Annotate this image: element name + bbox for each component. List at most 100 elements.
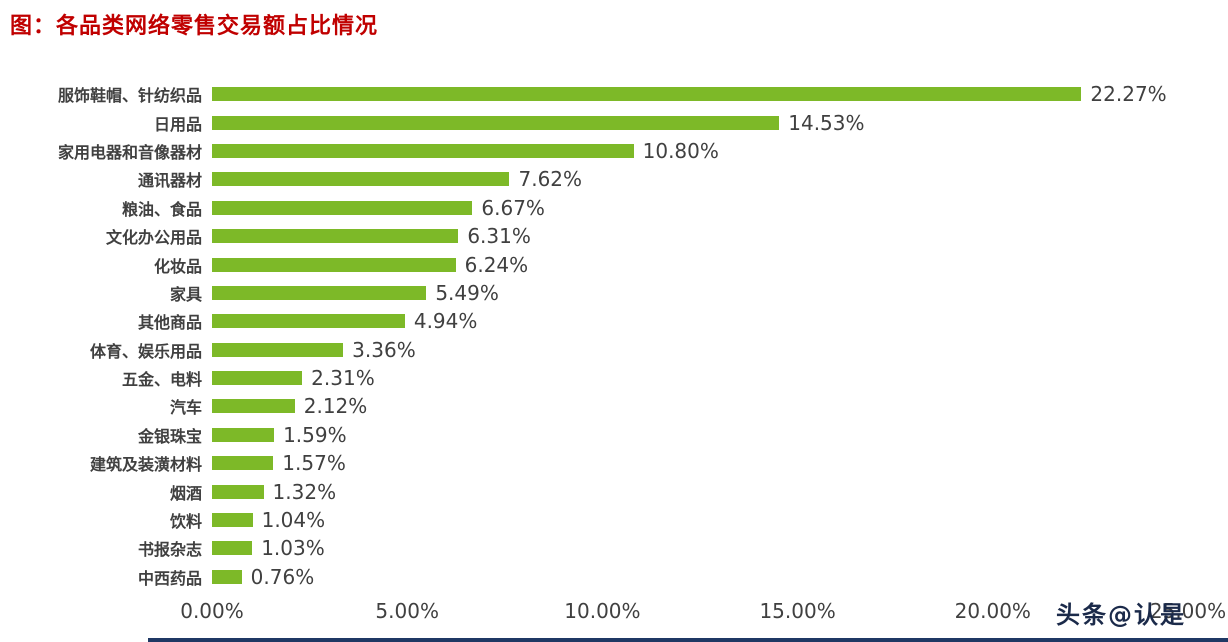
value-label: 1.59% <box>283 422 347 447</box>
bar-chart: 服饰鞋帽、针纺织品 22.27% 日用品 14.53% 家用电器和音像器材 10.80% 通… <box>0 80 1228 591</box>
value-label: 1.03% <box>261 536 325 561</box>
value-label: 1.57% <box>282 451 346 476</box>
value-label: 7.62% <box>518 167 583 192</box>
value-label: 4.94% <box>413 309 478 334</box>
bar-row: 粮油、食品 6.67% <box>0 194 1228 222</box>
category-label: 体育、娱乐用品 <box>89 341 202 361</box>
bar <box>212 342 344 357</box>
x-axis: 0.00% 5.00% 10.00% 15.00% 20.00% 25.00% <box>0 595 1228 627</box>
bar-track: 5.49% <box>212 279 1188 307</box>
bar <box>212 371 303 386</box>
bar-row: 烟酒 1.32% <box>0 477 1228 505</box>
bar-row: 汽车 2.12% <box>0 392 1228 420</box>
bar <box>212 456 274 471</box>
bottom-axis-line <box>148 638 1228 642</box>
value-label: 1.04% <box>261 508 326 533</box>
bar <box>212 484 264 499</box>
bar-track: 14.53% <box>212 108 1188 136</box>
bar <box>212 229 459 244</box>
category-label: 家用电器和音像器材 <box>57 142 202 162</box>
value-label: 6.24% <box>464 252 529 277</box>
category-label: 通讯器材 <box>137 171 202 191</box>
category-label: 文化办公用品 <box>105 228 202 248</box>
category-label: 建筑及装潢材料 <box>89 455 202 475</box>
bar-track: 7.62% <box>212 165 1188 193</box>
bar-track: 1.04% <box>212 506 1188 534</box>
bar <box>212 541 253 556</box>
value-label: 22.27% <box>1090 82 1167 107</box>
category-label: 化妆品 <box>153 256 202 276</box>
x-axis-tick-label: 5.00% <box>375 599 439 623</box>
bar-track: 1.32% <box>212 477 1188 505</box>
value-label: 0.76% <box>250 564 315 589</box>
category-label: 粮油、食品 <box>121 199 202 219</box>
bar-row: 体育、娱乐用品 3.36% <box>0 336 1228 364</box>
bar-row: 服饰鞋帽、针纺织品 22.27% <box>0 80 1228 108</box>
bar-rows: 服饰鞋帽、针纺织品 22.27% 日用品 14.53% 家用电器和音像器材 10.80% 通… <box>0 80 1228 591</box>
value-label: 5.49% <box>435 280 499 305</box>
bar-row: 书报杂志 1.03% <box>0 534 1228 562</box>
bar-track: 4.94% <box>212 307 1188 335</box>
value-label: 2.31% <box>311 366 375 391</box>
value-label: 3.36% <box>352 337 416 362</box>
bar-row: 五金、电料 2.31% <box>0 364 1228 392</box>
bar-track: 3.36% <box>212 336 1188 364</box>
bar-row: 化妆品 6.24% <box>0 250 1228 278</box>
bar-track: 22.27% <box>212 80 1188 108</box>
watermark-text: 头条@认是 <box>1056 601 1186 629</box>
value-label: 1.32% <box>272 479 337 504</box>
bar <box>212 569 242 584</box>
bar-row: 中西药品 0.76% <box>0 563 1228 591</box>
value-label: 2.12% <box>303 394 368 419</box>
bar-row: 家具 5.49% <box>0 279 1228 307</box>
page-title: 图：各品类网络零售交易额占比情况 <box>10 14 379 39</box>
bar <box>212 257 456 272</box>
bar-row: 金银珠宝 1.59% <box>0 421 1228 449</box>
bar-track: 1.57% <box>212 449 1188 477</box>
bar-row: 通讯器材 7.62% <box>0 165 1228 193</box>
bar <box>212 172 510 187</box>
value-label: 14.53% <box>788 110 865 135</box>
category-label: 饮料 <box>169 512 202 532</box>
bar-track: 6.67% <box>212 194 1188 222</box>
value-label: 6.31% <box>467 224 531 249</box>
bar-row: 其他商品 4.94% <box>0 307 1228 335</box>
bar-track: 6.24% <box>212 250 1188 278</box>
category-label: 家具 <box>169 284 202 304</box>
category-label: 其他商品 <box>137 313 202 333</box>
category-label: 五金、电料 <box>121 370 202 390</box>
x-axis-tick-label: 10.00% <box>564 599 641 623</box>
value-label: 6.67% <box>481 195 545 220</box>
category-label: 书报杂志 <box>137 540 202 560</box>
category-label: 汽车 <box>169 398 202 418</box>
bar <box>212 399 295 414</box>
bar <box>212 427 275 442</box>
category-label: 服饰鞋帽、针纺织品 <box>57 86 202 106</box>
bar <box>212 143 634 158</box>
bar-track: 2.31% <box>212 364 1188 392</box>
bar-row: 建筑及装潢材料 1.57% <box>0 449 1228 477</box>
value-label: 10.80% <box>642 138 719 163</box>
x-axis-tick-label: 20.00% <box>954 599 1031 623</box>
bar-row: 日用品 14.53% <box>0 108 1228 136</box>
bar-track: 10.80% <box>212 137 1188 165</box>
category-label: 烟酒 <box>169 483 202 503</box>
category-label: 日用品 <box>153 114 202 134</box>
category-label: 中西药品 <box>137 568 202 588</box>
bar <box>212 200 473 215</box>
category-label: 金银珠宝 <box>137 426 202 446</box>
bar-row: 饮料 1.04% <box>0 506 1228 534</box>
bar-track: 1.03% <box>212 534 1188 562</box>
bar-track: 0.76% <box>212 563 1188 591</box>
x-axis-track: 0.00% 5.00% 10.00% 15.00% 20.00% 25.00% <box>180 595 1226 627</box>
bar <box>212 513 253 528</box>
bar <box>212 314 405 329</box>
bar <box>212 115 780 130</box>
bar-row: 家用电器和音像器材 10.80% <box>0 137 1228 165</box>
x-axis-tick-label: 15.00% <box>759 599 836 623</box>
bar-row: 文化办公用品 6.31% <box>0 222 1228 250</box>
x-axis-tick-label: 0.00% <box>180 599 244 623</box>
bar <box>212 87 1082 102</box>
bar-track: 6.31% <box>212 222 1188 250</box>
